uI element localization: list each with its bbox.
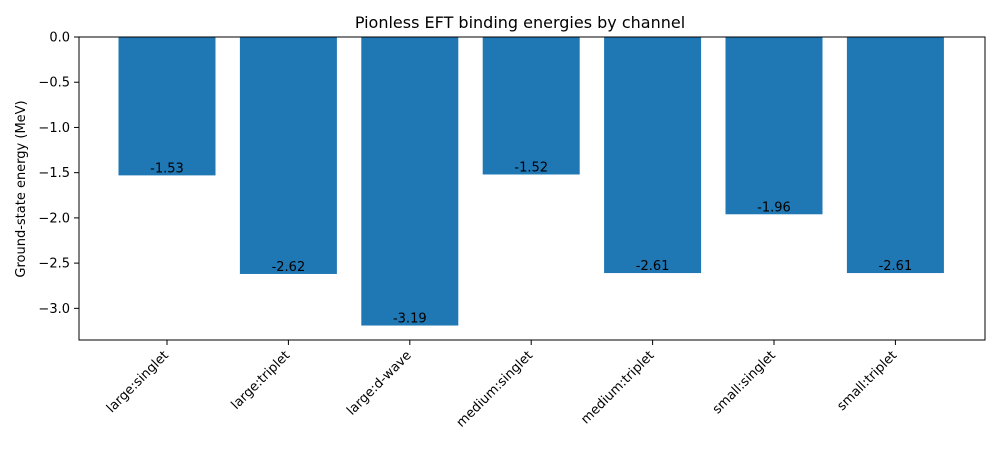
bar-large-triplet — [239, 37, 337, 274]
y-axis-label: Ground-state energy (MeV) — [14, 100, 29, 277]
y-tick-label: −2.5 — [38, 257, 70, 272]
x-tick-label: small:singlet — [710, 348, 779, 417]
x-tick-label: large:d-wave — [344, 348, 414, 418]
bar-large-singlet — [118, 37, 216, 176]
bar-large-d-wave — [361, 37, 459, 326]
chart-title: Pionless EFT binding energies by channel — [355, 13, 685, 32]
bar-small-singlet — [725, 37, 823, 215]
data-labels-group: -1.53 -2.62 -3.19 -1.52 -2.61 -1.96 -2.61 — [150, 160, 912, 326]
x-tick-label: large:triplet — [229, 348, 294, 413]
bar-value-label: -1.96 — [757, 200, 791, 215]
bar-value-label: -2.62 — [272, 260, 306, 275]
bar-value-label: -2.61 — [636, 259, 670, 274]
y-tick-label: −3.0 — [38, 302, 70, 317]
bar-value-label: -1.52 — [514, 160, 548, 175]
y-tick-label: 0.0 — [49, 31, 70, 46]
bar-value-label: -3.19 — [393, 312, 427, 327]
y-tick-label: −2.0 — [38, 211, 70, 226]
bar-small-triplet — [846, 37, 944, 274]
y-axis-ticks: 0.0 −0.5 −1.0 −1.5 −2.0 −2.5 −3.0 — [38, 31, 79, 317]
bar-medium-triplet — [604, 37, 702, 274]
x-tick-label: medium:singlet — [454, 348, 536, 430]
y-tick-label: −1.5 — [38, 166, 70, 181]
bar-value-label: -2.61 — [879, 259, 913, 274]
bar-medium-singlet — [482, 37, 580, 175]
x-tick-label: medium:triplet — [578, 348, 657, 427]
bar-value-label: -1.53 — [150, 161, 184, 176]
x-tick-label: large:singlet — [104, 348, 172, 416]
y-tick-label: −0.5 — [38, 76, 70, 91]
plot-frame — [78, 36, 986, 341]
x-tick-label: small:triplet — [834, 348, 900, 414]
x-axis-ticks: large:singlet large:triplet large:d-wave me… — [104, 340, 900, 431]
bars-group — [118, 37, 944, 326]
y-tick-label: −1.0 — [38, 121, 70, 136]
